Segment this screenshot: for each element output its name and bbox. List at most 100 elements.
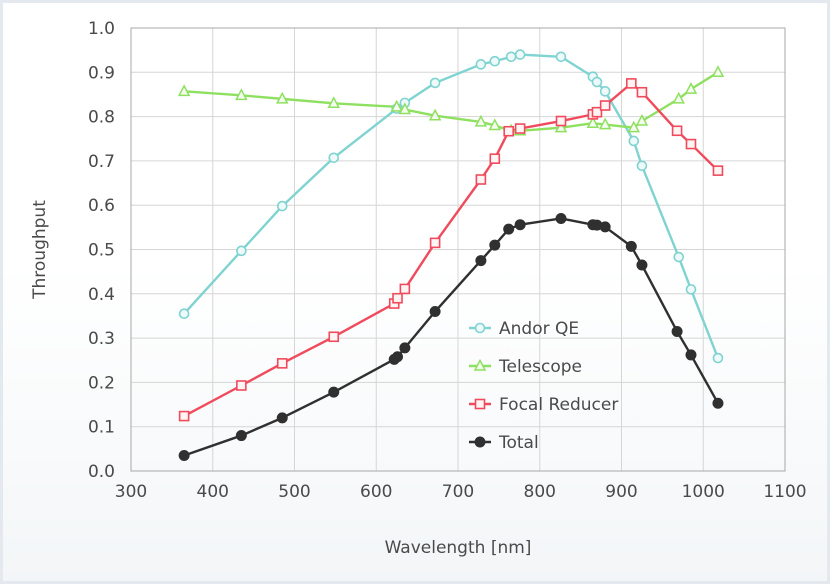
- y-tick-label: 0.5: [88, 241, 115, 261]
- y-tick-label: 0.8: [88, 108, 115, 128]
- series-line-total: [183, 217, 720, 457]
- x-axis-label: Wavelength [nm]: [385, 538, 532, 558]
- throughput-chart: 300 400 500 600 700 800 900 1000 1100 0.00.10.20…: [30, 19, 807, 558]
- y-axis-label: Throughput: [30, 200, 50, 300]
- data-point-telescope: [275, 91, 289, 104]
- data-point-andor-qe: [475, 59, 487, 70]
- data-point-andor-qe: [628, 135, 640, 147]
- data-point-telescope: [598, 117, 612, 130]
- legend-item-focal-reducer: Focal Reducer: [469, 395, 618, 415]
- legend-label-telescope: Telescope: [498, 357, 582, 377]
- data-point-focal-reducer: [591, 106, 603, 118]
- data-point-focal-reducer: [626, 78, 637, 89]
- y-tick-label: 0.4: [88, 285, 115, 305]
- x-tick-label: 900: [605, 482, 637, 502]
- data-point-telescope: [635, 113, 649, 126]
- data-point-focal-reducer: [685, 138, 697, 150]
- y-tick-label: 0.1: [88, 418, 115, 438]
- legend-label-focal-reducer: Focal Reducer: [499, 395, 618, 415]
- x-tick-label: 400: [197, 482, 229, 502]
- data-point-focal-reducer: [399, 283, 411, 295]
- data-point-total: [514, 219, 526, 231]
- plot-border: [130, 27, 786, 472]
- data-point-total: [555, 212, 567, 224]
- series-line-andor-qe: [183, 53, 720, 359]
- x-tick-label: 1000: [682, 482, 725, 502]
- y-tick-label: 0.3: [88, 329, 115, 349]
- y-tick-labels: 0.0 0.1 0.2 0.3 0.4 0.5 0.6 0.7 0.8 0.9 1.0: [88, 19, 115, 482]
- data-point-andor-qe: [178, 308, 190, 320]
- data-point-telescope: [488, 118, 502, 131]
- data-point-total: [489, 239, 501, 251]
- data-point-total: [399, 342, 411, 354]
- legend-item-telescope: Telescope: [469, 357, 582, 377]
- data-point-focal-reducer: [712, 165, 724, 176]
- plot-area-border: [130, 27, 786, 472]
- x-tick-label: 300: [115, 482, 147, 502]
- data-point-telescope: [684, 82, 698, 94]
- data-point-total: [475, 255, 487, 267]
- data-point-focal-reducer: [489, 153, 501, 164]
- data-point-andor-qe: [328, 152, 340, 164]
- legend-item-total: Total: [469, 433, 539, 453]
- legend-marker-total: [474, 436, 486, 448]
- data-point-andor-qe: [276, 200, 288, 212]
- data-point-andor-qe: [236, 245, 247, 257]
- data-point-focal-reducer: [514, 123, 526, 134]
- y-tick-label: 0.7: [88, 152, 115, 172]
- x-tick-label: 700: [442, 482, 474, 502]
- data-point-telescope: [428, 108, 442, 121]
- legend: Andor QE Telescope Focal Reducer Total: [469, 319, 618, 453]
- data-point-total: [328, 386, 340, 398]
- data-point-telescope: [627, 120, 641, 133]
- data-point-telescope: [177, 84, 191, 97]
- legend-marker-focal-reducer: [474, 398, 486, 410]
- data-point-total: [503, 223, 515, 235]
- data-point-focal-reducer: [636, 86, 648, 98]
- data-point-andor-qe: [599, 86, 611, 97]
- series-lines: [183, 53, 720, 457]
- y-tick-label: 0.2: [88, 373, 115, 393]
- data-point-telescope: [327, 96, 340, 109]
- data-point-andor-qe: [712, 352, 724, 364]
- data-point-andor-qe: [591, 76, 603, 88]
- data-point-telescope: [398, 102, 412, 115]
- x-tick-labels: 300 400 500 600 700 800 900 1000 1100: [115, 482, 807, 502]
- legend-marker-andor-qe: [474, 322, 486, 334]
- data-point-total: [178, 449, 190, 461]
- data-point-telescope: [672, 91, 685, 104]
- y-tick-label: 0.0: [88, 462, 115, 482]
- legend-item-andor-qe: Andor QE: [469, 319, 579, 339]
- data-point-telescope: [586, 116, 600, 128]
- data-point-focal-reducer: [328, 331, 340, 343]
- data-point-andor-qe: [489, 55, 501, 67]
- data-point-focal-reducer: [503, 125, 514, 137]
- data-point-focal-reducer: [599, 100, 611, 111]
- data-point-total: [235, 430, 247, 442]
- data-point-total: [625, 240, 637, 252]
- data-point-focal-reducer: [276, 358, 288, 369]
- data-point-andor-qe: [555, 51, 567, 63]
- data-point-telescope: [474, 114, 488, 127]
- data-point-total: [392, 351, 404, 363]
- y-tick-label: 0.6: [88, 196, 115, 216]
- data-point-total: [685, 349, 697, 361]
- x-tick-label: 600: [360, 482, 392, 502]
- data-point-andor-qe: [429, 77, 441, 89]
- data-point-telescope: [235, 88, 248, 101]
- data-point-focal-reducer: [671, 125, 683, 137]
- y-tick-label: 0.9: [88, 63, 115, 83]
- data-point-andor-qe: [514, 49, 526, 60]
- y-tick-label: 1.0: [88, 19, 115, 39]
- data-point-total: [276, 412, 288, 424]
- data-point-total: [636, 259, 648, 271]
- data-point-total: [599, 221, 611, 233]
- data-point-andor-qe: [685, 284, 697, 295]
- data-point-total: [712, 397, 724, 409]
- data-point-andor-qe: [505, 51, 517, 63]
- data-point-telescope: [554, 120, 568, 133]
- legend-label-andor-qe: Andor QE: [499, 319, 579, 339]
- data-point-focal-reducer: [555, 115, 567, 127]
- legend-label-total: Total: [498, 433, 539, 453]
